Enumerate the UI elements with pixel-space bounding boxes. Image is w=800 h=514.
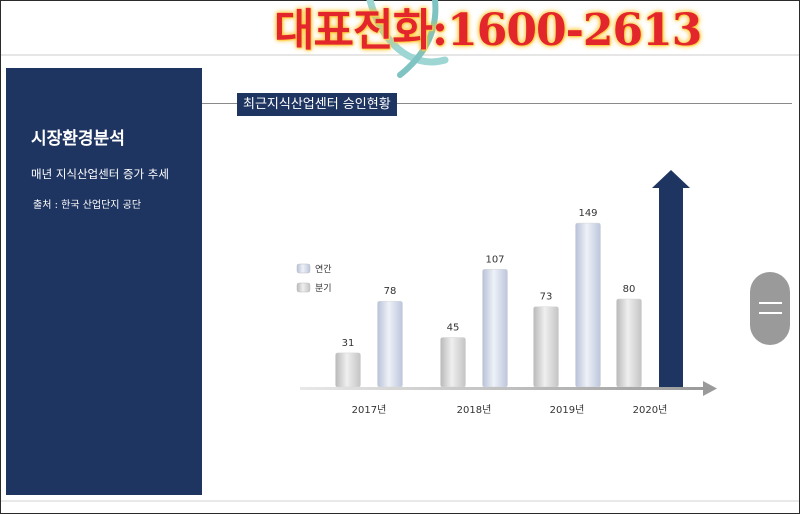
- bar-분기-2017년: [335, 352, 361, 388]
- x-tick-label: 2019년: [550, 404, 585, 416]
- chart-title-rule: [202, 103, 792, 104]
- x-tick-label: 2020년: [633, 404, 668, 416]
- chart-title: 최근지식산업센터 승인현황: [237, 93, 397, 116]
- sidebar-panel: 시장환경분석 매년 지식산업센터 증가 추세 출처 : 한국 산업단지 공단: [6, 68, 202, 495]
- data-label: 45: [447, 323, 460, 334]
- x-axis-arrow-icon: [703, 381, 717, 396]
- phone-banner: 대표전화:1600-2613: [274, 5, 702, 56]
- x-axis-line: [300, 387, 705, 390]
- legend-swatch: [296, 282, 311, 293]
- scroll-handle[interactable]: [750, 272, 790, 345]
- bar-분기-2018년: [440, 337, 466, 388]
- legend-label: 연간: [315, 264, 332, 275]
- header-divider: [1, 54, 799, 56]
- data-label: 31: [342, 338, 355, 349]
- bar-분기-2020년: [616, 298, 642, 388]
- x-tick-label: 2017년: [352, 404, 387, 416]
- sidebar-source: 출처 : 한국 산업단지 공단: [33, 200, 142, 211]
- footer-divider: [1, 500, 799, 502]
- sidebar-title: 시장환경분석: [31, 129, 125, 149]
- sidebar-subtitle: 매년 지식산업센터 증가 추세: [31, 167, 169, 181]
- bar-분기-2019년: [533, 306, 559, 388]
- data-label: 80: [623, 284, 636, 295]
- data-label: 78: [384, 286, 397, 297]
- legend-swatch: [296, 263, 311, 274]
- decorative-swirl-icon: [366, 0, 449, 78]
- bar-연간-2017년: [377, 300, 403, 388]
- x-tick-label: 2018년: [457, 404, 492, 416]
- data-label: 107: [485, 254, 504, 265]
- data-label: 149: [578, 208, 597, 219]
- growth-arrow-icon: [652, 170, 690, 387]
- bar-연간-2018년: [482, 269, 508, 388]
- menu-line-icon: [759, 302, 782, 304]
- menu-line-icon: [759, 312, 782, 314]
- data-label: 73: [540, 292, 553, 303]
- legend-label: 분기: [315, 283, 332, 294]
- bar-연간-2019년: [575, 222, 601, 388]
